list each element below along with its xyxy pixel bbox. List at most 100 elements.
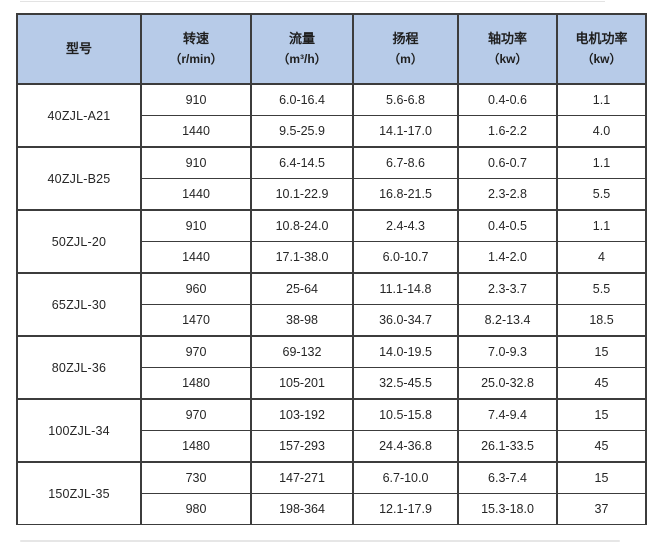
- motor-power-cell: 37: [556, 493, 647, 525]
- col-header-head-unit: （m）: [388, 52, 423, 66]
- flow-cell: 10.8-24.0: [250, 209, 354, 242]
- col-header-motor-power: 电机功率 （kw）: [556, 13, 647, 85]
- col-header-flow-unit: （m³/h）: [277, 52, 327, 66]
- motor-power-cell: 15: [556, 398, 647, 431]
- head-cell: 10.5-15.8: [352, 398, 459, 431]
- col-header-motor-power-label: 电机功率: [575, 31, 628, 46]
- shaft-power-cell: 7.0-9.3: [457, 335, 558, 368]
- head-cell: 14.0-19.5: [352, 335, 459, 368]
- flow-cell: 103-192: [250, 398, 354, 431]
- col-header-model-label: 型号: [65, 41, 92, 56]
- head-cell: 12.1-17.9: [352, 493, 459, 525]
- table-row: 80ZJL-36 970 69-132 14.0-19.5 7.0-9.3 15: [16, 335, 647, 400]
- motor-power-cell: 5.5: [556, 272, 647, 305]
- flow-cell: 147-271: [250, 461, 354, 494]
- col-header-motor-power-unit: （kw）: [581, 52, 622, 66]
- speed-cell: 910: [140, 209, 252, 242]
- table-row: 40ZJL-B25 910 6.4-14.5 6.7-8.6 0.6-0.7 1…: [16, 146, 647, 211]
- flow-cell: 38-98: [250, 304, 354, 337]
- head-cell: 6.0-10.7: [352, 241, 459, 274]
- pump-spec-table: 型号 转速 （r/min） 流量 （m³/h） 扬程 （m） 轴功率 （kw）: [16, 13, 647, 525]
- model-cell: 50ZJL-20: [16, 209, 142, 274]
- motor-power-cell: 15: [556, 335, 647, 368]
- speed-cell: 970: [140, 398, 252, 431]
- speed-cell: 1470: [140, 304, 252, 337]
- table-row: 150ZJL-35 730 147-271 6.7-10.0 6.3-7.4 1…: [16, 461, 647, 525]
- flow-cell: 6.4-14.5: [250, 146, 354, 179]
- shaft-power-cell: 0.6-0.7: [457, 146, 558, 179]
- shaft-power-cell: 6.3-7.4: [457, 461, 558, 494]
- shaft-power-cell: 2.3-3.7: [457, 272, 558, 305]
- flow-cell: 9.5-25.9: [250, 115, 354, 148]
- table-row: 50ZJL-20 910 10.8-24.0 2.4-4.3 0.4-0.5 1…: [16, 209, 647, 274]
- motor-power-cell: 5.5: [556, 178, 647, 211]
- shaft-power-cell: 26.1-33.5: [457, 430, 558, 463]
- flow-cell: 25-64: [250, 272, 354, 305]
- bottom-shadow-line: [20, 540, 620, 542]
- speed-cell: 910: [140, 83, 252, 116]
- head-cell: 11.1-14.8: [352, 272, 459, 305]
- speed-cell: 1440: [140, 178, 252, 211]
- table-row: 980 198-364 12.1-17.9 15.3-18.0 37: [17, 493, 647, 525]
- head-cell: 16.8-21.5: [352, 178, 459, 211]
- motor-power-cell: 4: [556, 241, 647, 274]
- head-cell: 14.1-17.0: [352, 115, 459, 148]
- head-cell: 6.7-10.0: [352, 461, 459, 494]
- table-row: 1440 9.5-25.9 14.1-17.0 1.6-2.2 4.0: [17, 115, 647, 148]
- flow-cell: 17.1-38.0: [250, 241, 354, 274]
- col-header-head-label: 扬程: [392, 31, 419, 46]
- speed-cell: 1440: [140, 115, 252, 148]
- table-row: 40ZJL-A21 910 6.0-16.4 5.6-6.8 0.4-0.6 1…: [16, 83, 647, 148]
- col-header-speed-unit: （r/min）: [169, 52, 223, 66]
- table-row: 100ZJL-34 970 103-192 10.5-15.8 7.4-9.4 …: [16, 398, 647, 463]
- shaft-power-cell: 0.4-0.6: [457, 83, 558, 116]
- shaft-power-cell: 1.4-2.0: [457, 241, 558, 274]
- shaft-power-cell: 7.4-9.4: [457, 398, 558, 431]
- shaft-power-cell: 8.2-13.4: [457, 304, 558, 337]
- speed-cell: 960: [140, 272, 252, 305]
- motor-power-cell: 4.0: [556, 115, 647, 148]
- col-header-shaft-power-label: 轴功率: [487, 31, 527, 46]
- col-header-speed: 转速 （r/min）: [140, 13, 252, 85]
- shaft-power-cell: 0.4-0.5: [457, 209, 558, 242]
- model-cell: 150ZJL-35: [16, 461, 142, 525]
- speed-cell: 910: [140, 146, 252, 179]
- motor-power-cell: 15: [556, 461, 647, 494]
- flow-cell: 10.1-22.9: [250, 178, 354, 211]
- motor-power-cell: 1.1: [556, 209, 647, 242]
- head-cell: 6.7-8.6: [352, 146, 459, 179]
- flow-cell: 69-132: [250, 335, 354, 368]
- flow-cell: 6.0-16.4: [250, 83, 354, 116]
- motor-power-cell: 45: [556, 367, 647, 400]
- col-header-flow-label: 流量: [288, 31, 315, 46]
- table-row: 1440 17.1-38.0 6.0-10.7 1.4-2.0 4: [17, 241, 647, 274]
- head-cell: 2.4-4.3: [352, 209, 459, 242]
- shaft-power-cell: 1.6-2.2: [457, 115, 558, 148]
- head-cell: 36.0-34.7: [352, 304, 459, 337]
- col-header-flow: 流量 （m³/h）: [250, 13, 354, 85]
- head-cell: 24.4-36.8: [352, 430, 459, 463]
- shaft-power-cell: 2.3-2.8: [457, 178, 558, 211]
- col-header-shaft-power: 轴功率 （kw）: [457, 13, 558, 85]
- speed-cell: 1440: [140, 241, 252, 274]
- head-cell: 5.6-6.8: [352, 83, 459, 116]
- model-cell: 40ZJL-A21: [16, 83, 142, 148]
- speed-cell: 980: [140, 493, 252, 525]
- speed-cell: 1480: [140, 367, 252, 400]
- header-row: 型号 转速 （r/min） 流量 （m³/h） 扬程 （m） 轴功率 （kw）: [16, 13, 647, 85]
- speed-cell: 1480: [140, 430, 252, 463]
- motor-power-cell: 1.1: [556, 83, 647, 116]
- flow-cell: 157-293: [250, 430, 354, 463]
- model-cell: 100ZJL-34: [16, 398, 142, 463]
- col-header-shaft-power-unit: （kw）: [487, 52, 528, 66]
- col-header-head: 扬程 （m）: [352, 13, 459, 85]
- shaft-power-cell: 25.0-32.8: [457, 367, 558, 400]
- flow-cell: 198-364: [250, 493, 354, 525]
- model-cell: 40ZJL-B25: [16, 146, 142, 211]
- table-row: 1470 38-98 36.0-34.7 8.2-13.4 18.5: [17, 304, 647, 337]
- motor-power-cell: 1.1: [556, 146, 647, 179]
- table-row: 65ZJL-30 960 25-64 11.1-14.8 2.3-3.7 5.5: [16, 272, 647, 337]
- flow-cell: 105-201: [250, 367, 354, 400]
- motor-power-cell: 18.5: [556, 304, 647, 337]
